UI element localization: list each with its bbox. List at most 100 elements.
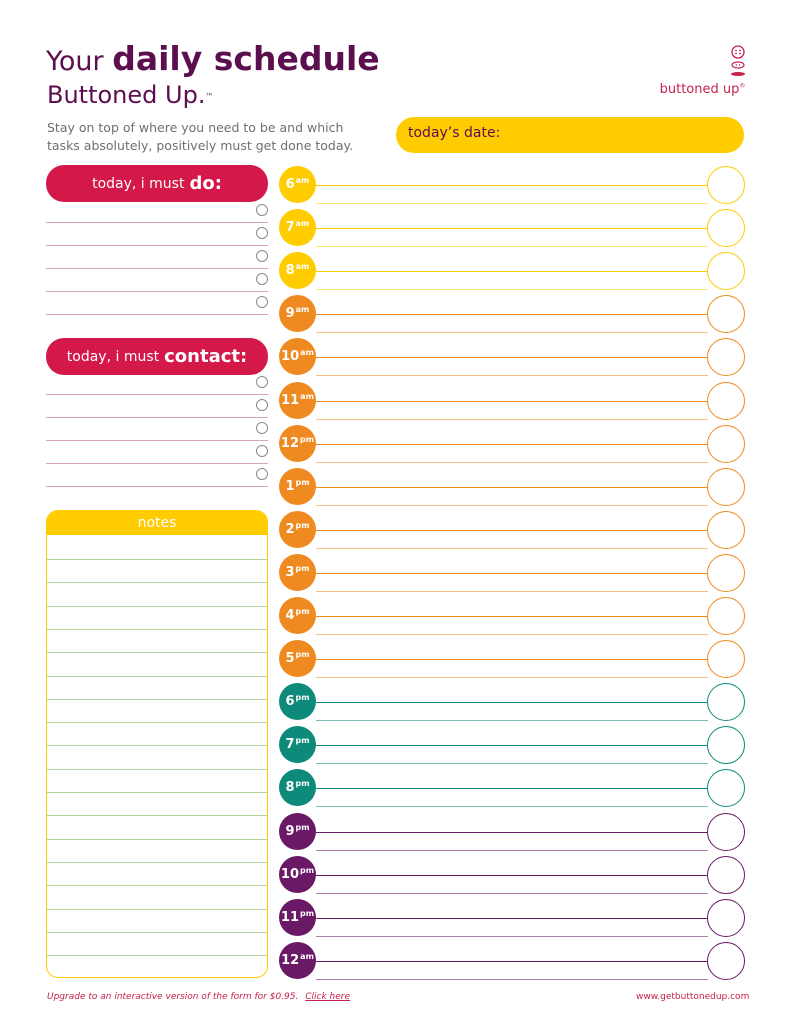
task-checkbox[interactable] bbox=[256, 399, 268, 411]
schedule-line[interactable] bbox=[316, 529, 708, 531]
schedule-line[interactable] bbox=[316, 616, 708, 617]
schedule-line[interactable] bbox=[316, 917, 708, 919]
task-line[interactable] bbox=[46, 268, 268, 269]
schedule-line[interactable] bbox=[316, 228, 708, 230]
task-checkbox[interactable] bbox=[256, 376, 268, 388]
task-checkbox[interactable] bbox=[256, 468, 268, 480]
notes-line[interactable] bbox=[47, 698, 267, 700]
schedule-checkbox[interactable] bbox=[707, 855, 745, 894]
schedule-line-lower[interactable] bbox=[316, 547, 708, 549]
notes-line[interactable] bbox=[47, 559, 267, 560]
notes-line[interactable] bbox=[47, 652, 267, 654]
schedule-checkbox[interactable] bbox=[707, 252, 745, 291]
schedule-line-lower[interactable] bbox=[316, 634, 708, 635]
schedule-checkbox[interactable] bbox=[707, 769, 745, 808]
schedule-line-lower[interactable] bbox=[316, 289, 708, 291]
notes-line[interactable] bbox=[47, 722, 267, 724]
notes-line[interactable] bbox=[47, 582, 267, 584]
task-line[interactable] bbox=[46, 486, 268, 487]
schedule-line[interactable] bbox=[316, 572, 708, 574]
notes-line[interactable] bbox=[47, 745, 267, 747]
task-line[interactable] bbox=[46, 394, 268, 395]
schedule-line[interactable] bbox=[316, 400, 708, 402]
schedule-line-lower[interactable] bbox=[316, 246, 708, 248]
schedule-line-lower[interactable] bbox=[316, 504, 708, 506]
schedule-line[interactable] bbox=[316, 960, 708, 962]
task-line[interactable] bbox=[46, 417, 268, 418]
schedule-checkbox[interactable] bbox=[707, 726, 745, 765]
task-checkbox[interactable] bbox=[256, 204, 268, 216]
task-checkbox[interactable] bbox=[256, 227, 268, 239]
notes-line[interactable] bbox=[47, 768, 267, 770]
task-line[interactable] bbox=[46, 314, 268, 315]
task-line[interactable] bbox=[46, 222, 268, 223]
schedule-line-lower[interactable] bbox=[316, 978, 708, 980]
schedule-line-lower[interactable] bbox=[316, 806, 708, 808]
task-checkbox[interactable] bbox=[256, 296, 268, 308]
notes-line[interactable] bbox=[47, 861, 267, 863]
schedule-line[interactable] bbox=[316, 659, 708, 661]
schedule-line[interactable] bbox=[316, 702, 708, 704]
schedule-checkbox[interactable] bbox=[707, 295, 745, 334]
notes-line[interactable] bbox=[47, 885, 267, 887]
schedule-line-lower[interactable] bbox=[316, 892, 708, 894]
schedule-line-lower[interactable] bbox=[316, 720, 708, 722]
schedule-line[interactable] bbox=[316, 745, 708, 747]
task-checkbox[interactable] bbox=[256, 445, 268, 457]
notes-line[interactable] bbox=[47, 908, 267, 910]
schedule-checkbox[interactable] bbox=[707, 640, 745, 679]
schedule-line-lower[interactable] bbox=[316, 418, 708, 420]
task-line[interactable] bbox=[46, 463, 268, 464]
notes-line[interactable] bbox=[47, 628, 267, 630]
task-line[interactable] bbox=[46, 440, 268, 441]
hour-number: 5 bbox=[285, 651, 295, 667]
schedule-line[interactable] bbox=[316, 443, 708, 445]
schedule-checkbox[interactable] bbox=[707, 467, 745, 506]
schedule-line[interactable] bbox=[316, 486, 708, 488]
schedule-line-lower[interactable] bbox=[316, 461, 708, 463]
notes-box[interactable]: notes bbox=[46, 510, 268, 978]
schedule-checkbox[interactable] bbox=[707, 209, 745, 248]
notes-line[interactable] bbox=[47, 955, 267, 957]
schedule-checkbox[interactable] bbox=[707, 898, 745, 937]
task-line[interactable] bbox=[46, 245, 268, 246]
notes-line[interactable] bbox=[47, 931, 267, 933]
schedule-checkbox[interactable] bbox=[707, 553, 745, 592]
schedule-line[interactable] bbox=[316, 831, 708, 833]
schedule-line[interactable] bbox=[316, 788, 708, 790]
schedule-checkbox[interactable] bbox=[707, 510, 745, 549]
schedule-line-lower[interactable] bbox=[316, 203, 708, 204]
schedule-checkbox[interactable] bbox=[707, 166, 745, 204]
task-checkbox[interactable] bbox=[256, 422, 268, 434]
schedule-line[interactable] bbox=[316, 357, 708, 359]
schedule-line[interactable] bbox=[316, 314, 708, 316]
schedule-line-lower[interactable] bbox=[316, 677, 708, 679]
schedule-line-lower[interactable] bbox=[316, 763, 708, 765]
notes-line[interactable] bbox=[47, 675, 267, 677]
schedule-line-lower[interactable] bbox=[316, 590, 708, 592]
schedule-checkbox[interactable] bbox=[707, 424, 745, 463]
schedule-checkbox[interactable] bbox=[707, 381, 745, 420]
schedule-line-lower[interactable] bbox=[316, 375, 708, 377]
notes-line[interactable] bbox=[47, 605, 267, 607]
schedule-line[interactable] bbox=[316, 874, 708, 876]
schedule-checkbox[interactable] bbox=[707, 597, 745, 635]
upgrade-link[interactable]: Click here bbox=[305, 992, 351, 1002]
schedule-line[interactable] bbox=[316, 185, 708, 186]
schedule-checkbox[interactable] bbox=[707, 812, 745, 851]
schedule-line-lower[interactable] bbox=[316, 332, 708, 334]
schedule-checkbox[interactable] bbox=[707, 338, 745, 377]
schedule-line[interactable] bbox=[316, 271, 708, 273]
schedule-checkbox[interactable] bbox=[707, 941, 745, 980]
notes-line[interactable] bbox=[47, 838, 267, 840]
task-checkbox[interactable] bbox=[256, 273, 268, 285]
schedule-checkbox[interactable] bbox=[707, 683, 745, 722]
task-line[interactable] bbox=[46, 291, 268, 292]
task-checkbox[interactable] bbox=[256, 250, 268, 262]
date-field[interactable] bbox=[396, 117, 744, 153]
schedule-line-lower[interactable] bbox=[316, 935, 708, 937]
hour-number: 11 bbox=[280, 909, 300, 925]
schedule-line-lower[interactable] bbox=[316, 849, 708, 851]
notes-line[interactable] bbox=[47, 792, 267, 793]
notes-line[interactable] bbox=[47, 815, 267, 817]
